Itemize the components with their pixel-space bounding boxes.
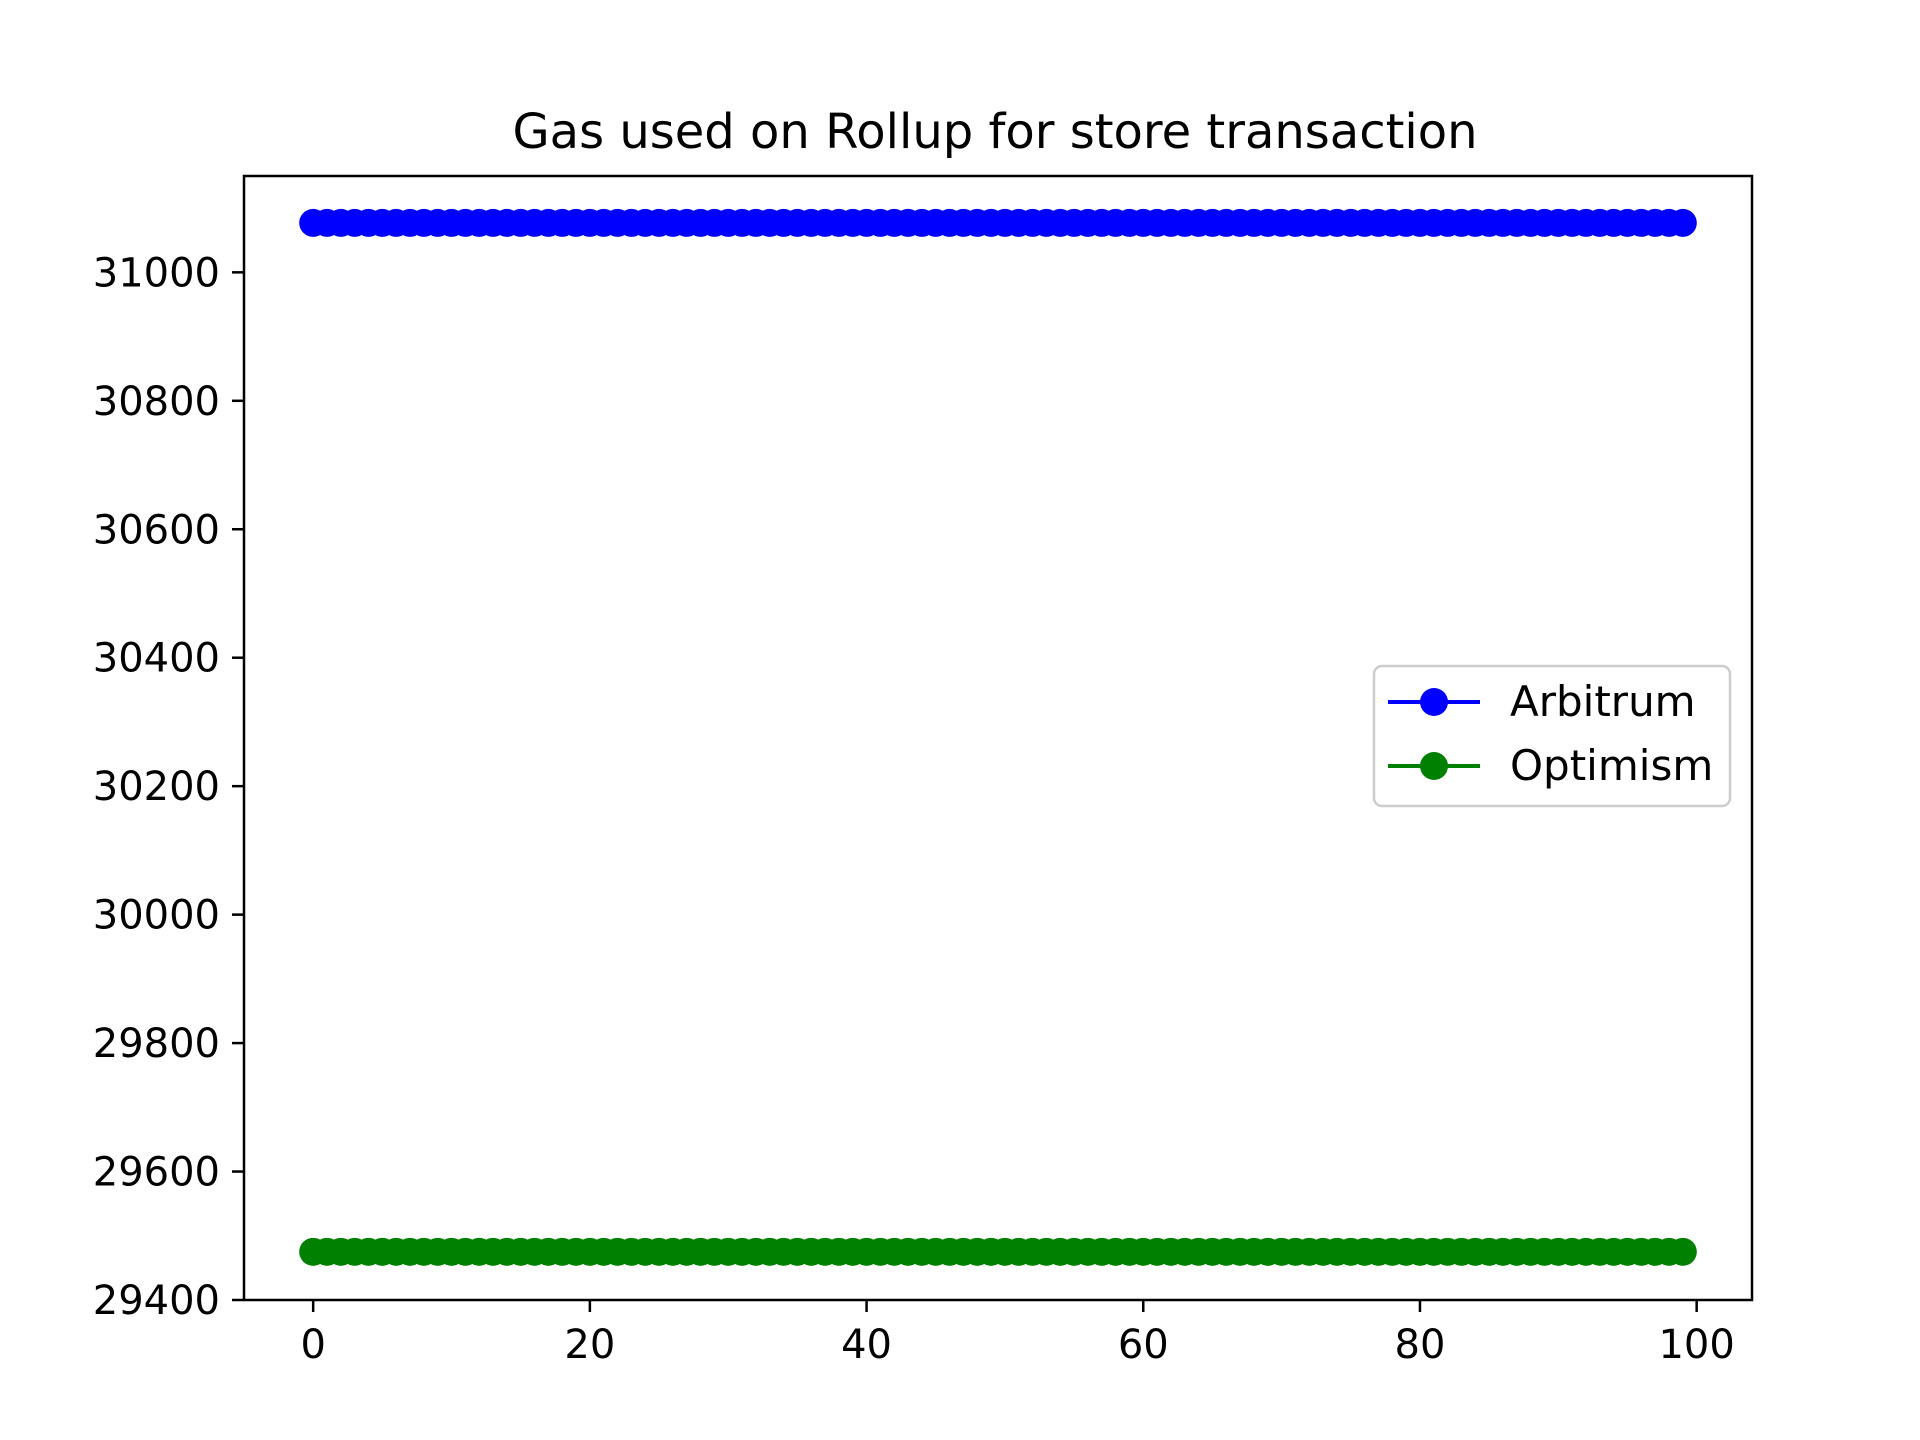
legend: Arbitrum Optimism (1372, 664, 1732, 808)
plot-frame (242, 174, 1754, 1302)
x-tick-label: 0 (300, 1322, 325, 1368)
y-tick-label: 30600 (93, 507, 220, 553)
y-tick-label: 29600 (93, 1150, 220, 1196)
y-tick-label: 30800 (93, 379, 220, 425)
data-point-optimism (1668, 1237, 1697, 1266)
legend-label-optimism: Optimism (1510, 741, 1713, 790)
legend-label-arbitrum: Arbitrum (1510, 677, 1696, 726)
y-tick-label: 30000 (93, 893, 220, 939)
y-tick-label: 29800 (93, 1021, 220, 1067)
y-tick-label: 31000 (93, 250, 220, 296)
legend-marker-arbitrum (1420, 688, 1448, 716)
x-tick-label: 40 (841, 1322, 892, 1368)
x-tick-label: 20 (564, 1322, 615, 1368)
ticks-layer: 0 20 40 60 80 100 29400 29600 29800 30000 30200 304… (93, 250, 1735, 1368)
x-tick-label: 60 (1118, 1322, 1169, 1368)
data-point-arbitrum (1668, 208, 1697, 237)
y-tick-label: 30400 (93, 636, 220, 682)
legend-marker-optimism (1420, 752, 1448, 780)
x-tick-label: 80 (1395, 1322, 1446, 1368)
series-layer (299, 208, 1697, 1266)
y-tick-label: 30200 (93, 764, 220, 810)
chart-title: Gas used on Rollup for store transaction (512, 104, 1477, 160)
x-tick-label: 100 (1658, 1322, 1734, 1368)
y-tick-label: 29400 (93, 1278, 220, 1324)
